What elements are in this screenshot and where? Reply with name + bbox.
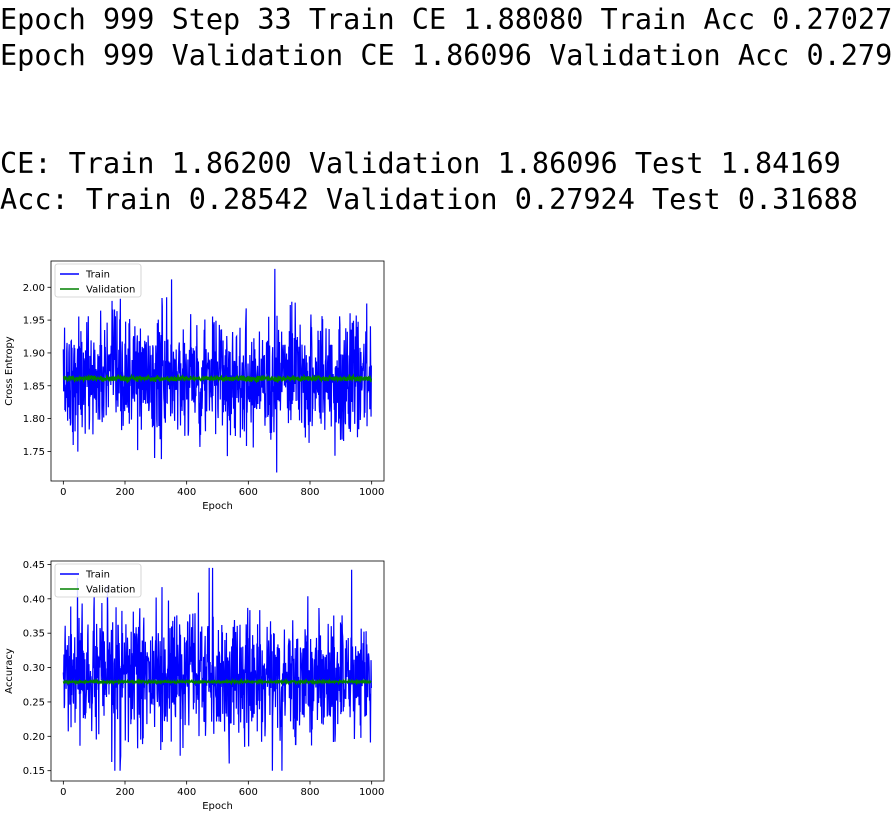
- plot-frame: [50, 560, 385, 782]
- x-tick-label: 400: [177, 787, 196, 798]
- accuracy-chart: 0 200 400 600 800 1000 0.15 0.20 0.25 0.30 0.35 0.4…: [4, 560, 385, 812]
- y-tick-label: 0.20: [23, 732, 45, 743]
- plot-frame: [50, 260, 385, 482]
- x-tick-label: 600: [239, 787, 258, 798]
- x-tick-label: 0: [60, 487, 66, 498]
- legend-label-validation: Validation: [86, 585, 135, 596]
- legend-label-train: Train: [85, 270, 110, 281]
- log-line-ce-summary: CE: Train 1.86200 Validation 1.86096 Tes…: [0, 147, 841, 180]
- y-tick-label: 0.35: [23, 629, 45, 640]
- y-axis-label: Accuracy: [4, 648, 15, 694]
- series-line-validation: [62, 677, 372, 686]
- series-line-validation: [62, 373, 373, 384]
- log-line-train-step: Epoch 999 Step 33 Train CE 1.88080 Train…: [0, 3, 893, 36]
- series-line-train: [62, 567, 372, 771]
- legend-label-train: Train: [85, 570, 110, 581]
- y-tick-label: 2.00: [23, 283, 45, 294]
- y-tick-label: 0.15: [23, 766, 45, 777]
- x-tick-label: 200: [115, 487, 134, 498]
- log-line-acc-summary: Acc: Train 0.28542 Validation 0.27924 Te…: [0, 183, 858, 216]
- y-tick-label: 1.75: [23, 447, 45, 458]
- y-tick-label: 0.30: [23, 663, 45, 674]
- legend: Train Validation: [54, 563, 142, 598]
- x-axis-label: Epoch: [202, 801, 233, 812]
- x-tick-label: 0: [60, 787, 66, 798]
- cross-entropy-chart: 0 200 400 600 800 1000 1.75 1.80 1.85 1.90 1.95 2.0…: [4, 260, 385, 512]
- log-line-validation-epoch: Epoch 999 Validation CE 1.86096 Validati…: [0, 39, 893, 72]
- y-tick-label: 1.90: [23, 348, 45, 359]
- y-tick-label: 0.45: [23, 560, 45, 571]
- x-tick-label: 1000: [359, 787, 384, 798]
- y-tick-label: 0.25: [23, 697, 45, 708]
- x-axis-label: Epoch: [202, 501, 233, 512]
- x-tick-label: 200: [115, 787, 134, 798]
- x-tick-label: 600: [239, 487, 258, 498]
- legend: Train Validation: [54, 263, 142, 298]
- y-axis-label: Cross Entropy: [4, 336, 15, 406]
- x-tick-label: 800: [300, 487, 319, 498]
- x-tick-label: 1000: [359, 487, 384, 498]
- y-tick-label: 1.85: [23, 381, 45, 392]
- x-tick-label: 400: [177, 487, 196, 498]
- legend-label-validation: Validation: [86, 285, 135, 296]
- series-line-train: [62, 268, 372, 473]
- x-tick-label: 800: [300, 787, 319, 798]
- y-tick-label: 1.80: [23, 414, 45, 425]
- y-tick-label: 1.95: [23, 316, 45, 327]
- y-tick-label: 0.40: [23, 594, 45, 605]
